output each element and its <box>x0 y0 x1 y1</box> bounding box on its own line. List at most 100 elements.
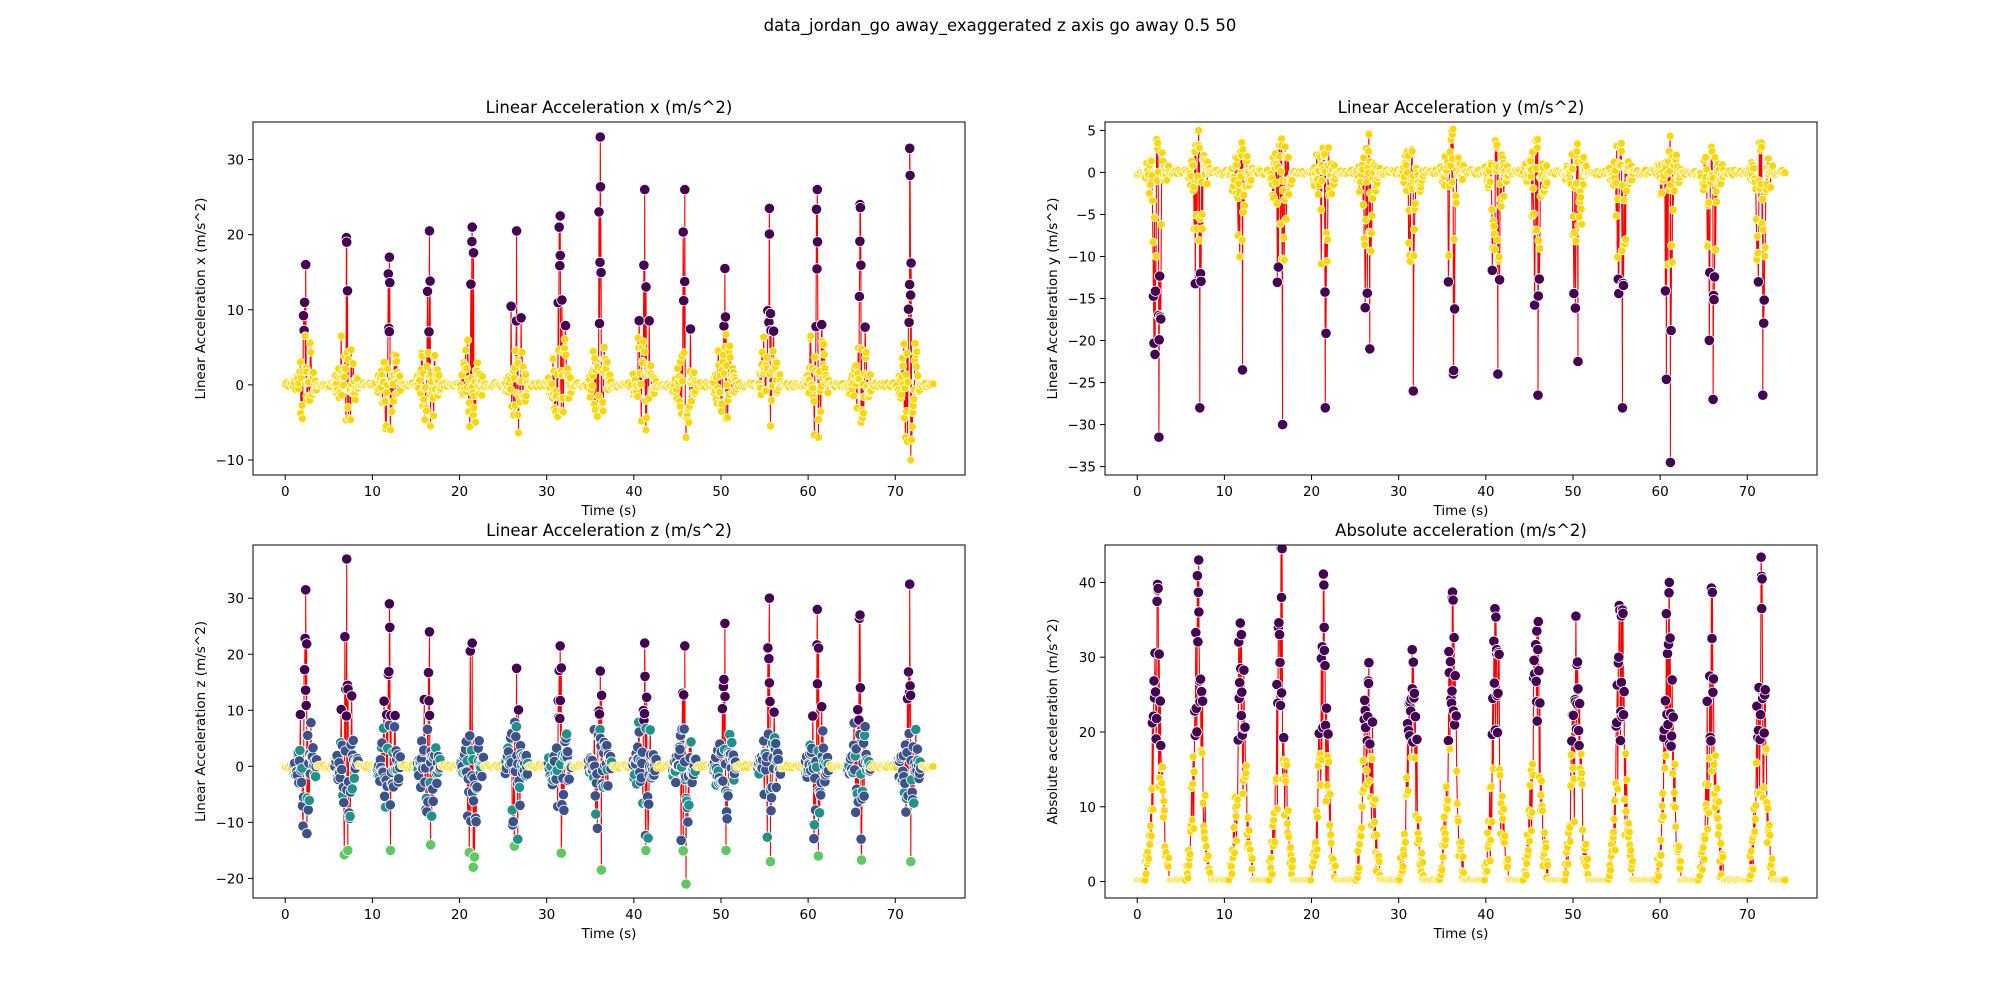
data-point <box>1323 235 1332 245</box>
data-point <box>1443 645 1455 658</box>
data-point <box>719 262 731 275</box>
figure-suptitle: data_jordan_go away_exaggerated z axis g… <box>763 16 1237 35</box>
data-point <box>1282 819 1292 828</box>
data-point <box>347 734 359 747</box>
data-point <box>904 142 916 154</box>
data-point <box>770 781 782 794</box>
data-point <box>420 415 430 425</box>
data-point <box>1492 368 1504 380</box>
x-tick-label: 10 <box>364 907 381 923</box>
data-point <box>1327 189 1337 199</box>
x-tick-label: 70 <box>887 907 904 923</box>
y-tick-label: −35 <box>1068 460 1097 476</box>
data-point <box>1271 678 1283 691</box>
data-point <box>812 850 825 862</box>
data-point <box>1712 784 1722 793</box>
data-point <box>595 266 607 279</box>
data-point <box>1278 732 1290 744</box>
data-point <box>1780 875 1790 885</box>
x-tick-label: 0 <box>281 907 290 923</box>
data-point <box>861 348 871 358</box>
data-point <box>772 358 782 368</box>
data-point <box>684 418 694 427</box>
data-point <box>928 762 938 771</box>
data-point <box>1522 859 1532 868</box>
data-point <box>1193 606 1205 618</box>
data-point <box>297 310 310 322</box>
data-point <box>1565 837 1575 846</box>
data-point <box>642 413 651 423</box>
data-point <box>1541 842 1551 852</box>
data-point <box>1498 814 1508 824</box>
data-point <box>810 203 823 215</box>
data-point <box>341 236 353 248</box>
data-point <box>420 383 430 392</box>
data-point <box>1321 796 1331 806</box>
data-point <box>677 226 689 238</box>
data-point <box>1313 812 1322 822</box>
data-point <box>850 806 862 818</box>
data-point <box>1200 791 1210 800</box>
data-point <box>1247 864 1257 874</box>
data-point <box>1620 795 1629 804</box>
data-point <box>1273 628 1286 641</box>
data-point <box>1532 389 1544 401</box>
y-tick-label: −30 <box>1068 418 1097 434</box>
data-point <box>300 699 312 712</box>
data-point <box>1660 763 1670 773</box>
data-point <box>849 391 858 401</box>
axes-frame-z <box>252 544 966 899</box>
data-point <box>1358 756 1368 765</box>
data-point <box>1196 685 1208 698</box>
data-point <box>674 743 686 755</box>
data-point <box>1322 781 1332 790</box>
data-point <box>1227 869 1237 879</box>
data-point <box>640 691 653 703</box>
data-point <box>1243 813 1253 822</box>
data-point <box>811 263 823 275</box>
data-point <box>854 235 866 247</box>
data-point <box>1191 570 1204 582</box>
data-point <box>903 316 915 328</box>
data-point <box>913 371 923 381</box>
data-point <box>670 776 682 789</box>
data-point <box>1320 702 1333 714</box>
data-point <box>1313 189 1323 199</box>
data-point <box>1202 179 1212 189</box>
data-point <box>470 816 482 828</box>
data-point <box>1234 677 1246 689</box>
y-tick-label: −10 <box>1068 249 1097 265</box>
data-point <box>689 368 699 378</box>
data-point <box>1192 636 1204 648</box>
data-point <box>1444 656 1457 668</box>
data-point <box>1273 617 1285 629</box>
data-point <box>1716 839 1726 848</box>
data-point <box>338 380 348 390</box>
data-point <box>1758 194 1767 204</box>
data-point <box>346 690 358 702</box>
data-point <box>1367 754 1377 764</box>
data-point <box>1714 822 1724 832</box>
data-point <box>1669 186 1679 196</box>
data-point <box>640 347 649 357</box>
data-point <box>303 794 315 807</box>
data-point <box>646 361 656 371</box>
data-point <box>763 228 776 240</box>
data-point <box>1399 850 1409 860</box>
data-point <box>1758 727 1770 739</box>
data-point <box>593 206 605 218</box>
x-tick-label: 10 <box>364 484 381 500</box>
data-point <box>1437 865 1447 875</box>
data-point <box>555 847 567 859</box>
data-point <box>1698 843 1708 853</box>
data-point <box>1238 664 1250 676</box>
data-point <box>765 805 777 817</box>
data-point <box>591 822 604 834</box>
data-point <box>422 362 432 372</box>
data-point <box>910 339 920 348</box>
data-point <box>1187 815 1197 825</box>
data-point <box>348 359 358 369</box>
y-tick-label: −20 <box>216 871 245 887</box>
data-point <box>421 285 434 297</box>
data-point <box>1754 709 1767 721</box>
